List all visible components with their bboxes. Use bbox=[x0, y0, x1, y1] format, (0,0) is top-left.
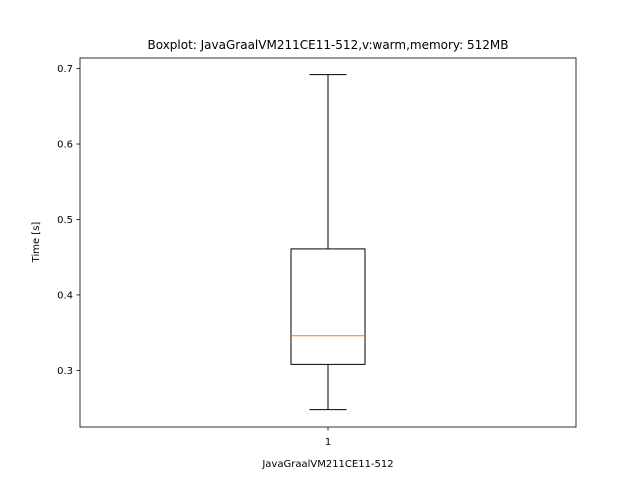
y-axis-label: Time [s] bbox=[31, 222, 42, 264]
box-group bbox=[290, 74, 366, 411]
y-tick-label: 0.6 bbox=[57, 140, 73, 151]
y-tick-label: 0.5 bbox=[57, 215, 73, 226]
y-tick-label: 0.4 bbox=[57, 291, 73, 302]
y-tick-label: 0.3 bbox=[57, 366, 73, 377]
x-tick-label: 1 bbox=[325, 437, 331, 448]
x-axis-label: JavaGraalVM211CE11-512 bbox=[261, 459, 393, 470]
box-iqr bbox=[290, 248, 366, 365]
chart-title: Boxplot: JavaGraalVM211CE11-512,v:warm,m… bbox=[147, 38, 508, 52]
plot-frame bbox=[79, 57, 577, 428]
y-tick-label: 0.7 bbox=[57, 64, 73, 75]
